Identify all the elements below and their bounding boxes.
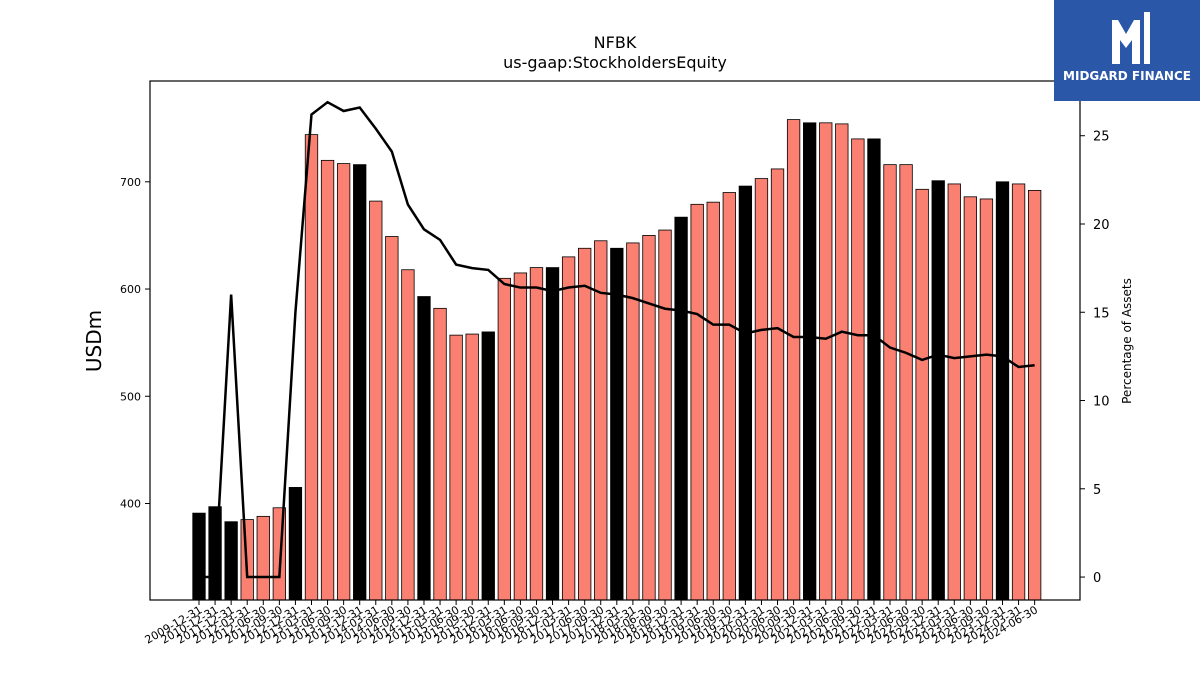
y-right-tick-label: 20 xyxy=(1093,218,1110,233)
logo-mark-icon xyxy=(1112,12,1150,64)
equity-bar xyxy=(979,198,994,601)
equity-bar xyxy=(690,203,704,601)
equity-bar xyxy=(995,181,1010,601)
equity-bar xyxy=(738,185,753,601)
y-tick-label: 500 xyxy=(120,390,141,403)
y-tick-label: 600 xyxy=(120,283,141,296)
equity-bar xyxy=(304,134,319,601)
equity-bar xyxy=(224,521,238,601)
equity-bar xyxy=(610,247,624,601)
equity-bar xyxy=(401,269,415,601)
equity-bar xyxy=(770,168,785,601)
equity-bar xyxy=(465,333,479,601)
equity-bar xyxy=(513,272,528,601)
equity-bar xyxy=(947,183,961,601)
equity-bar xyxy=(497,277,511,601)
equity-bar xyxy=(545,267,560,601)
equity-bar xyxy=(369,200,383,601)
equity-bar xyxy=(803,122,817,601)
y-right-tick-label: 25 xyxy=(1093,130,1110,145)
right-axis-ticks: 0 5 10 15 20 25 xyxy=(1080,130,1110,586)
equity-bar xyxy=(449,334,463,601)
y-right-tick-label: 0 xyxy=(1093,571,1101,586)
left-axis-ticks: 400 500 600 700 xyxy=(120,176,150,510)
equity-bar xyxy=(561,256,576,601)
equity-bar xyxy=(578,247,592,601)
equity-bar xyxy=(851,138,865,601)
equity-bar xyxy=(754,178,769,601)
equity-bar xyxy=(256,515,270,601)
equity-bar xyxy=(674,216,688,601)
chart-title: NFBK xyxy=(594,33,637,52)
percentage-of-assets-line xyxy=(199,100,1035,579)
chart-subtitle: us-gaap:StockholdersEquity xyxy=(503,53,727,72)
brand-logo: MIDGARD FINANCE xyxy=(1054,0,1200,101)
equity-bar xyxy=(1011,183,1026,601)
equity-bar xyxy=(385,236,399,601)
y-right-tick-label: 15 xyxy=(1093,306,1110,321)
y-axis-label-left: USDm xyxy=(82,310,106,372)
equity-bar xyxy=(642,235,656,601)
equity-bar xyxy=(192,512,206,601)
equity-bar xyxy=(417,296,431,601)
equity-bar xyxy=(594,240,608,601)
y-axis-label-right: Percentage of Assets xyxy=(1120,278,1134,404)
equity-bar xyxy=(899,164,913,601)
equity-bar xyxy=(786,119,801,601)
plot-frame xyxy=(149,80,1081,601)
equity-bar xyxy=(529,267,544,601)
y-right-tick-label: 10 xyxy=(1093,395,1110,410)
y-tick-label: 700 xyxy=(120,176,141,189)
equity-bar xyxy=(336,163,351,601)
equity-bar xyxy=(481,331,495,601)
equity-bar xyxy=(658,229,672,601)
equity-bar xyxy=(835,123,849,601)
equity-bar xyxy=(819,122,833,601)
equity-bar xyxy=(722,192,736,601)
equity-bar xyxy=(931,180,945,601)
equity-bar xyxy=(915,188,929,601)
equity-bar xyxy=(433,307,447,601)
equity-bar xyxy=(706,201,720,601)
equity-bar xyxy=(320,159,335,601)
equity-bar xyxy=(883,164,897,601)
equity-bar xyxy=(963,196,978,601)
equity-bar xyxy=(288,487,303,601)
logo-text: MIDGARD FINANCE xyxy=(1063,69,1191,83)
y-right-tick-label: 5 xyxy=(1093,483,1101,498)
bars-group xyxy=(192,119,1042,601)
equity-bar xyxy=(1027,189,1042,601)
equity-bar xyxy=(867,138,881,601)
y-tick-label: 400 xyxy=(120,497,141,510)
x-axis-ticks: 2009-12-312010-12-312011-12-312012-03-31… xyxy=(143,600,1040,647)
equity-bar xyxy=(353,164,367,601)
